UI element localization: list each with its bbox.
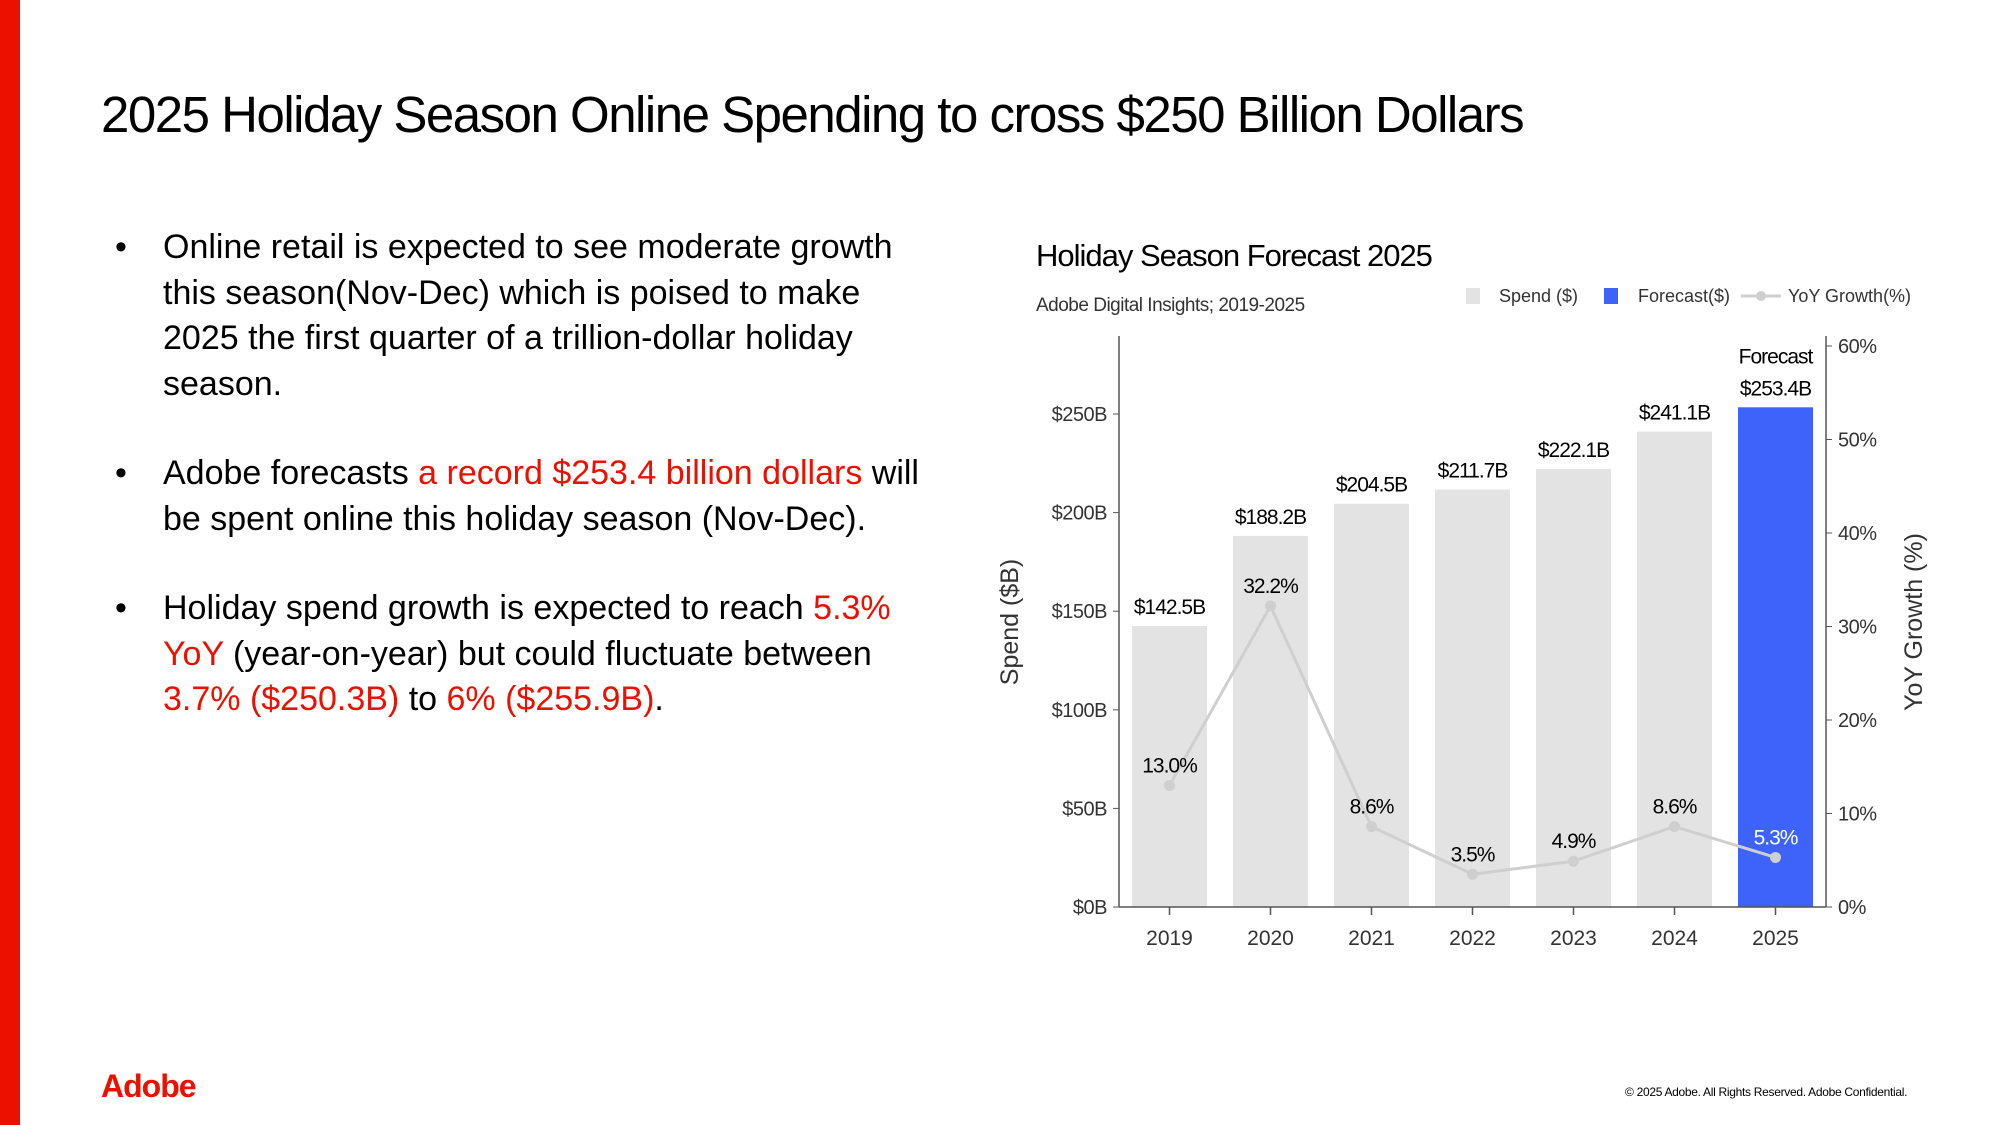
x-tick-label: 2019: [1146, 927, 1193, 950]
growth-value-label: 32.2%: [1243, 575, 1298, 598]
adobe-logo: Adobe: [101, 1068, 197, 1104]
y2-axis-title: YoY Growth (%): [1900, 533, 1928, 711]
chart-title: Holiday Season Forecast 2025: [1036, 238, 1432, 273]
bar-value-label: $204.5B: [1336, 474, 1407, 497]
x-tick-label: 2023: [1550, 927, 1597, 950]
y2-tick-label: 30%: [1838, 617, 1877, 639]
spend-bar: [1435, 489, 1510, 907]
y-tick-label: $50B: [1062, 798, 1107, 820]
spend-bar: [1132, 625, 1207, 907]
spend-bar: [1334, 503, 1409, 907]
bullet-text: .: [654, 680, 664, 718]
legend-marker-growth: [1756, 291, 1766, 301]
growth-point: [1366, 821, 1377, 833]
x-tick-label: 2025: [1752, 927, 1799, 950]
spend-bar: [1233, 535, 1308, 907]
bar-value-label: $241.1B: [1639, 402, 1710, 425]
slide-title: 2025 Holiday Season Online Spending to c…: [101, 86, 1525, 143]
legend-label-growth: YoY Growth(%): [1788, 286, 1911, 306]
y2-tick-label: 0%: [1838, 897, 1867, 919]
highlighted-text: 5.3% YoY: [163, 589, 891, 673]
bullet-text: to: [399, 680, 447, 718]
bullet-dot-icon: •: [115, 454, 127, 492]
copyright-text: © 2025 Adobe. All Rights Reserved. Adobe…: [1625, 1085, 1908, 1099]
bar-value-label: $188.2B: [1235, 506, 1306, 529]
growth-point: [1164, 779, 1175, 791]
bullet-dot-icon: •: [115, 228, 127, 266]
bullet-text: (year-on-year) but could fluctuate betwe…: [223, 634, 872, 673]
bullet-item: • Holiday spend growth is expected to rea…: [115, 586, 945, 723]
bullet-text: Holiday spend growth is expected to reac…: [163, 589, 814, 627]
y-tick-label: $100B: [1052, 700, 1107, 722]
legend-swatch-forecast: [1604, 288, 1618, 304]
growth-value-label: 3.5%: [1451, 843, 1495, 866]
legend-swatch-spend: [1466, 288, 1480, 304]
bar-value-label: $222.1B: [1538, 439, 1609, 462]
forecast-label: Forecast: [1739, 345, 1814, 368]
growth-value-label: 4.9%: [1552, 830, 1596, 853]
legend-label-spend: Spend ($): [1499, 286, 1578, 306]
y-tick-label: $0B: [1073, 897, 1107, 919]
growth-value-label: 8.6%: [1653, 796, 1697, 819]
x-tick-label: 2022: [1449, 927, 1496, 950]
growth-point: [1467, 868, 1478, 880]
x-tick-label: 2020: [1247, 927, 1294, 950]
y2-tick-label: 20%: [1838, 710, 1877, 732]
bullet-text: will be spent online this holiday season…: [163, 454, 919, 538]
y2-tick-label: 40%: [1838, 523, 1877, 545]
bullet-item: • Adobe forecasts a record $253.4 billion…: [115, 451, 945, 542]
bullet-text: Adobe forecasts: [163, 454, 419, 492]
forecast-bar: [1738, 407, 1813, 907]
highlighted-text: a record $253.4 billion dollars: [418, 454, 863, 492]
x-tick-label: 2021: [1348, 927, 1395, 950]
y-tick-label: $250B: [1052, 404, 1107, 426]
y-tick-label: $200B: [1052, 503, 1107, 525]
growth-point: [1568, 855, 1579, 867]
chart-subtitle: Adobe Digital Insights; 2019-2025: [1036, 295, 1305, 316]
bullet-item: • Online retail is expected to see modera…: [115, 225, 945, 407]
growth-value-label: 5.3%: [1754, 826, 1798, 849]
y-axis-title: Spend ($B): [996, 559, 1024, 685]
bar-value-label: $253.4B: [1740, 377, 1811, 400]
x-tick-label: 2024: [1651, 927, 1698, 950]
accent-bar: [0, 0, 20, 1125]
bar-value-label: $211.7B: [1438, 460, 1508, 483]
bar-value-label: $142.5B: [1134, 596, 1205, 619]
spend-bar: [1536, 469, 1611, 907]
bullet-text: Online retail is expected to see moderat…: [163, 228, 893, 403]
legend-label-forecast: Forecast($): [1638, 286, 1730, 306]
y2-tick-label: 10%: [1838, 804, 1877, 826]
y2-tick-label: 60%: [1838, 336, 1877, 358]
y2-tick-label: 50%: [1838, 430, 1877, 452]
bullet-list: • Online retail is expected to see modera…: [115, 225, 945, 767]
bullet-dot-icon: •: [115, 589, 127, 627]
highlighted-text: 3.7% ($250.3B): [163, 680, 400, 718]
y-tick-label: $150B: [1052, 601, 1107, 623]
growth-point: [1770, 851, 1781, 863]
growth-value-label: 8.6%: [1350, 796, 1394, 819]
growth-point: [1669, 821, 1680, 833]
growth-point: [1265, 600, 1276, 612]
growth-value-label: 13.0%: [1142, 754, 1197, 777]
highlighted-text: 6% ($255.9B): [446, 680, 655, 718]
